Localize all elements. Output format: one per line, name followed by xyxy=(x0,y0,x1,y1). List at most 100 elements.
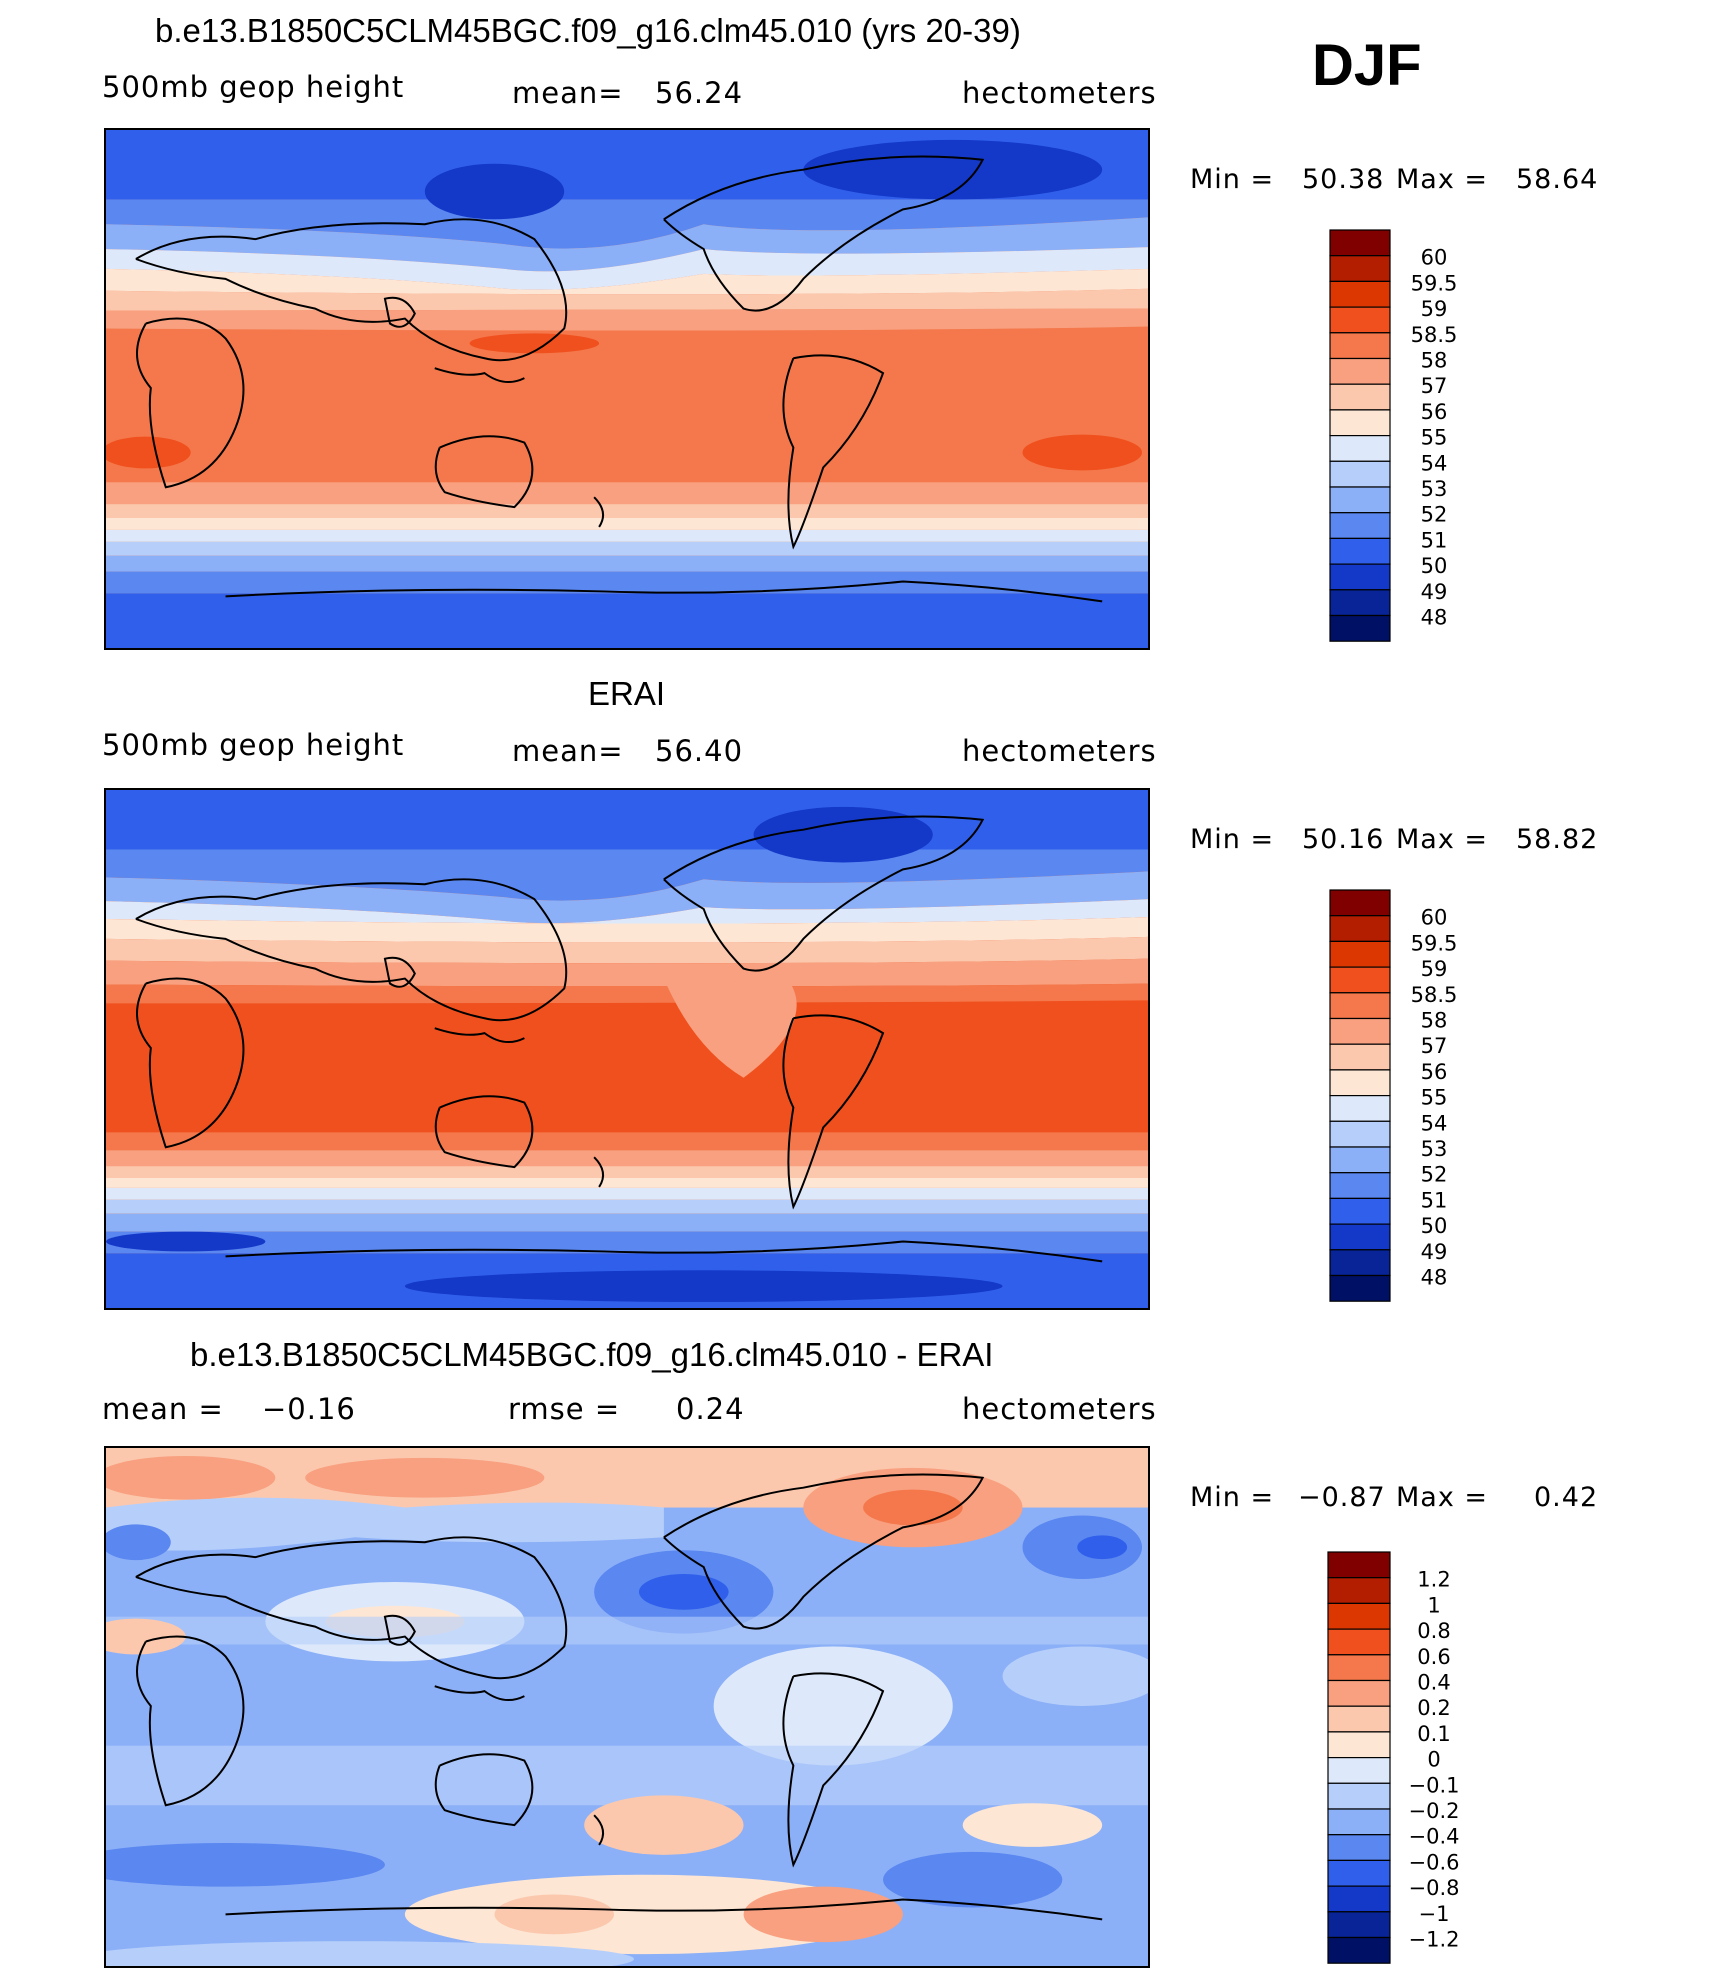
colorbar-2-box-13 xyxy=(1329,1223,1391,1251)
colorbar-2-label: 59 xyxy=(1421,957,1448,981)
colorbar-1-box-4 xyxy=(1329,332,1391,360)
colorbar-2-box-1 xyxy=(1329,915,1391,943)
panel3-units: hectometers xyxy=(962,1392,1157,1426)
panel1-title: b.e13.B1850C5CLM45BGC.f09_g16.clm45.010 … xyxy=(155,12,1021,49)
colorbar-3-box-15 xyxy=(1327,1936,1391,1964)
panel1-variable: 500mb geop height xyxy=(102,70,405,104)
panel2-units: hectometers xyxy=(962,734,1157,768)
colorbar-2-box-8 xyxy=(1329,1094,1391,1122)
colorbar-1-label: 56 xyxy=(1421,400,1448,424)
colorbar-3-box-6 xyxy=(1327,1705,1391,1733)
colorbar-3-label: 0 xyxy=(1427,1748,1440,1772)
colorbar-2-box-0 xyxy=(1329,889,1391,917)
panel3-map xyxy=(104,1446,1150,1968)
colorbar-1-label: 50 xyxy=(1421,554,1448,578)
panel1-max-label: Max = xyxy=(1396,164,1489,195)
colorbar-3-box-10 xyxy=(1327,1808,1391,1836)
colorbar-3-box-7 xyxy=(1327,1731,1391,1759)
colorbar-3-label: 0.6 xyxy=(1417,1645,1450,1669)
colorbar-2-box-7 xyxy=(1329,1069,1391,1097)
panel2-variable: 500mb geop height xyxy=(102,728,405,762)
colorbar-1-label: 48 xyxy=(1421,606,1448,630)
panel3-mean-value: −0.16 xyxy=(262,1392,356,1426)
panel3-min-value: −0.87 xyxy=(1298,1482,1386,1513)
colorbar-1-box-2 xyxy=(1329,280,1391,308)
colorbar-1-label: 59.5 xyxy=(1411,271,1458,295)
colorbar-1-box-6 xyxy=(1329,383,1391,411)
colorbar-1-label: 59 xyxy=(1421,297,1448,321)
colorbar-2-box-5 xyxy=(1329,1017,1391,1045)
colorbar-1-box-11 xyxy=(1329,512,1391,540)
colorbar-2-box-2 xyxy=(1329,940,1391,968)
panel1-mean-label: mean= xyxy=(512,76,624,110)
colorbar-2-label: 52 xyxy=(1421,1163,1448,1187)
colorbar-2-label: 59.5 xyxy=(1411,931,1458,955)
colorbar-1-box-15 xyxy=(1329,614,1391,642)
colorbar-2-label: 53 xyxy=(1421,1137,1448,1161)
colorbar-1-box-3 xyxy=(1329,306,1391,334)
panel2-min-value: 50.16 xyxy=(1302,824,1385,855)
colorbar-3-label: 1.2 xyxy=(1417,1568,1450,1592)
panel2-title: ERAI xyxy=(588,675,666,712)
panel3-max-value: 0.42 xyxy=(1534,1482,1599,1513)
colorbar-2-box-11 xyxy=(1329,1172,1391,1199)
colorbar-2-box-3 xyxy=(1329,966,1391,994)
colorbar-3-box-2 xyxy=(1327,1602,1391,1630)
colorbar-1-label: 58 xyxy=(1421,349,1448,373)
colorbar-3-label: −0.4 xyxy=(1409,1825,1460,1849)
colorbar-2-label: 57 xyxy=(1421,1034,1448,1058)
colorbar-3-label: −1.2 xyxy=(1409,1928,1460,1952)
colorbar-2-label: 56 xyxy=(1421,1060,1448,1084)
panel1-map xyxy=(104,128,1150,650)
panel3-rmse-value: 0.24 xyxy=(676,1392,745,1426)
panel3-rmse-label: rmse = xyxy=(508,1392,621,1426)
colorbar-3-label: 0.4 xyxy=(1417,1671,1450,1695)
colorbar-1-label: 52 xyxy=(1421,503,1448,527)
colorbar-1-label: 58.5 xyxy=(1411,323,1458,347)
colorbar-1-label: 60 xyxy=(1421,246,1448,270)
colorbar-3-box-8 xyxy=(1327,1756,1391,1784)
colorbar-3-label: 0.2 xyxy=(1417,1696,1450,1720)
panel3-min-label: Min = xyxy=(1190,1482,1275,1513)
season-label: DJF xyxy=(1312,33,1422,98)
colorbar-3-label: −0.8 xyxy=(1409,1876,1460,1900)
colorbar-2-label: 58.5 xyxy=(1411,983,1458,1007)
colorbar-3-label: −0.6 xyxy=(1409,1850,1460,1874)
colorbar-1-box-7 xyxy=(1329,409,1391,437)
colorbar-3-box-0 xyxy=(1327,1551,1391,1579)
colorbar-3-box-13 xyxy=(1327,1885,1391,1913)
colorbar-3-box-12 xyxy=(1327,1859,1391,1887)
panel1-min-value: 50.38 xyxy=(1302,164,1385,195)
colorbar-3-label: 0.1 xyxy=(1417,1722,1450,1746)
colorbar-1-box-14 xyxy=(1329,589,1391,617)
panel3-max-label: Max = xyxy=(1396,1482,1489,1513)
colorbar-2-label: 58 xyxy=(1421,1009,1448,1033)
panel1-units: hectometers xyxy=(962,76,1157,110)
colorbar-3-label: −0.1 xyxy=(1409,1773,1460,1797)
colorbar-2-label: 54 xyxy=(1421,1111,1448,1135)
colorbar-2-box-6 xyxy=(1329,1043,1391,1071)
colorbar-1-label: 57 xyxy=(1421,374,1448,398)
panel1-max-value: 58.64 xyxy=(1516,164,1599,195)
colorbar-2-box-15 xyxy=(1329,1274,1391,1302)
panel2-max-label: Max = xyxy=(1396,824,1489,855)
colorbar-2-box-14 xyxy=(1329,1249,1391,1277)
panel2-min-label: Min = xyxy=(1190,824,1275,855)
colorbar-3-box-9 xyxy=(1327,1782,1391,1810)
panel3-mean-label: mean = xyxy=(102,1392,224,1426)
colorbar-1-label: 51 xyxy=(1421,528,1448,552)
colorbar-2-label: 60 xyxy=(1421,906,1448,930)
colorbar-2-box-12 xyxy=(1329,1197,1391,1225)
colorbar-2-box-9 xyxy=(1329,1120,1391,1148)
colorbar-3-label: −0.2 xyxy=(1409,1799,1460,1823)
colorbar-2-box-4 xyxy=(1329,992,1391,1020)
colorbar-1-label: 53 xyxy=(1421,477,1448,501)
colorbar-1-box-5 xyxy=(1329,357,1391,385)
colorbar-1-label: 49 xyxy=(1421,580,1448,604)
colorbar-2-label: 50 xyxy=(1421,1214,1448,1238)
panel1-min-label: Min = xyxy=(1190,164,1275,195)
colorbar-1-box-9 xyxy=(1329,460,1391,488)
colorbar-2-label: 55 xyxy=(1421,1086,1448,1110)
panel2-max-value: 58.82 xyxy=(1516,824,1599,855)
panel3-title: b.e13.B1850C5CLM45BGC.f09_g16.clm45.010 … xyxy=(190,1336,994,1373)
